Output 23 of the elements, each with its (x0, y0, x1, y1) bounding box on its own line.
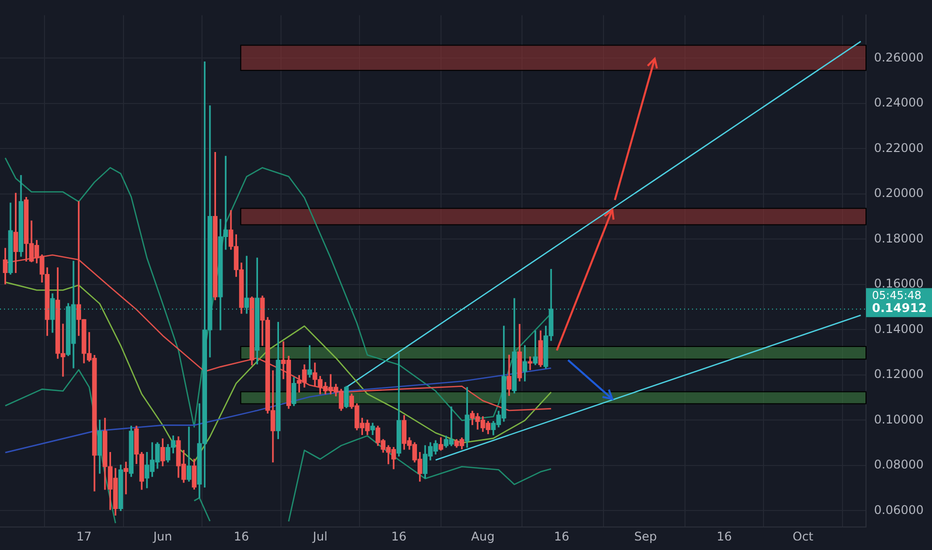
text: 05:45:48 (872, 288, 922, 302)
y-tick-label: 0.20000 (874, 186, 924, 200)
y-tick-label: 0.14000 (874, 322, 924, 336)
x-tick-label: 16 (716, 529, 732, 544)
x-tick-label: 17 (76, 529, 92, 544)
y-tick-label: 0.10000 (874, 412, 924, 426)
x-tick-label: Jun (152, 529, 172, 544)
x-tick-label: Jul (312, 529, 328, 544)
x-tick-label: 16 (554, 529, 570, 544)
x-tick-label: 16 (391, 529, 407, 544)
y-tick-label: 0.18000 (874, 231, 924, 246)
x-tick-label: Sep (634, 529, 657, 544)
x-tick-label: 16 (234, 529, 250, 544)
y-tick-label: 0.24000 (874, 96, 924, 110)
y-tick-label: 0.08000 (874, 458, 924, 472)
y-tick-label: 0.06000 (874, 502, 924, 517)
x-tick-label: Aug (471, 529, 495, 544)
y-tick-label: 0.16000 (874, 276, 924, 291)
ref-line-label: 0.14912 (872, 301, 927, 316)
y-tick-label: 0.26000 (874, 50, 924, 64)
x-tick-label: Oct (792, 529, 814, 544)
y-tick-label: 0.22000 (874, 140, 924, 155)
y-tick-label: 0.12000 (874, 367, 924, 382)
